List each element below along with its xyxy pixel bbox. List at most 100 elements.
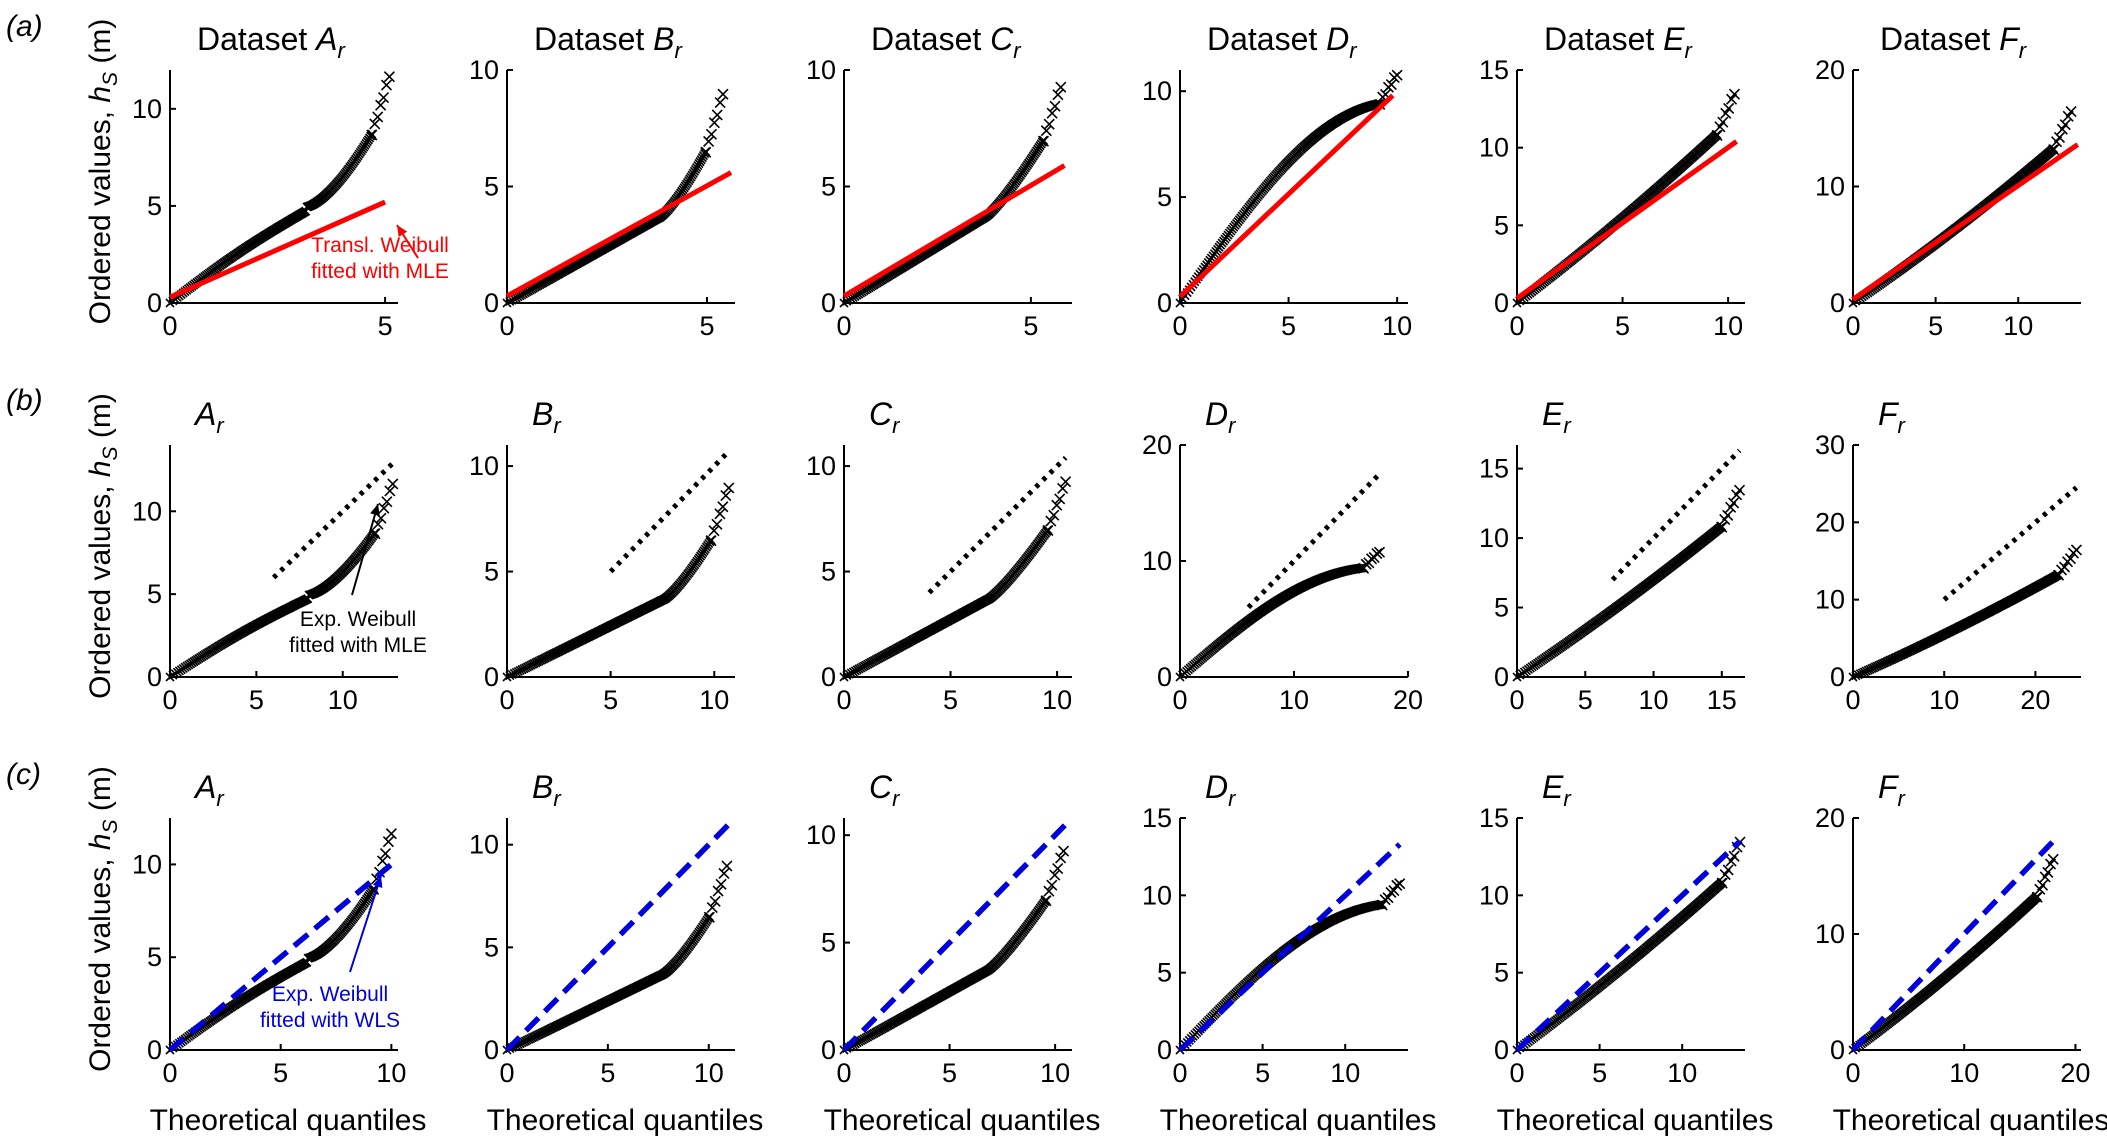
fit-line [271,461,395,580]
data-point-marker [712,885,724,897]
y-tick-label: 0 [1830,662,1845,692]
data-point-marker [1048,509,1060,521]
fit-line [608,449,731,574]
data-point-marker [1728,497,1740,509]
data-point-marker [1728,88,1741,100]
y-tick-label: 10 [132,94,162,124]
data-point-marker [708,525,720,537]
data-point-marker [2047,853,2059,865]
y-tick-label: 0 [484,288,499,318]
panel-a-2: 0 5 10 0 5 Dataset Br [469,21,735,341]
annotation-text: Transl. Weibull fitted with MLE [311,234,449,283]
x-tick-label: 15 [1707,685,1737,715]
y-tick-label: 10 [1142,546,1172,576]
panel-c-2: 0 5 10 0 5 10 Br [469,769,735,1088]
title-subscript: r [1563,786,1572,811]
fit-line [1178,842,1402,1053]
y-tick-label: 10 [1815,172,1845,202]
data-point-marker [1051,499,1063,511]
y-tick-label: 10 [806,55,836,85]
panel-title: Fr [1878,396,1907,438]
data-point-marker [1057,482,1069,494]
fit-line [1610,448,1742,582]
x-tick-label: 0 [162,685,177,715]
data-point-marker [1711,129,1723,141]
data-point-marker [1045,515,1057,527]
fit-line [168,199,387,300]
data-point-marker [1382,892,1394,904]
x-tick-label: 5 [1255,1058,1270,1088]
y-tick-label: 0 [1494,1035,1509,1065]
fit-line [505,170,733,299]
data-point-marker [1716,521,1728,533]
y-tick-label: 5 [484,932,499,962]
y-tick-label: 0 [1494,662,1509,692]
x-tick-label: 0 [1509,685,1524,715]
panel-title: Dataset Dr [1207,21,1358,63]
x-tick-label: 0 [1172,311,1187,341]
data-point-marker [1046,879,1058,891]
data-point-marker [1052,89,1064,101]
panel-b-5: 0 5 10 15 0 5 10 15 Er [1479,396,1746,715]
title-letter: E [1542,396,1564,432]
x-tick-label: 10 [376,1058,406,1088]
title-subscript: r [1013,38,1022,63]
y-tick-label: 20 [1815,803,1845,833]
annotation-arrowhead-icon [372,876,383,889]
data-point-marker [369,118,381,130]
x-tick-label: 20 [2060,1058,2090,1088]
x-tick-label: 5 [603,685,618,715]
title-subscript: r [2019,38,2028,63]
y-tick-label: 0 [1157,288,1172,318]
data-point-marker [383,71,395,83]
panel-a-4: 0 5 10 0 5 10 Dataset Dr [1142,21,1412,341]
x-tick-label: 10 [1929,685,1959,715]
y-tick-label: 0 [1157,1035,1172,1065]
x-tick-label: 5 [1928,311,1943,341]
panel-b-1: 0 5 10 0 5 10 Ar [132,396,399,715]
title-subscript: r [1898,786,1907,811]
panel-title: Dr [1205,769,1237,811]
panel-a-3: 0 5 10 0 5 Dataset Cr [806,21,1072,341]
data-point-marker [382,836,394,848]
data-markers [1512,484,1746,682]
x-tick-label: 0 [499,1058,514,1088]
data-point-marker [1373,546,1386,558]
x-tick-label: 5 [273,1058,288,1088]
annotation-text: Exp. Weibull fitted with MLE [289,608,427,657]
panel-title: Dataset Ar [197,21,347,63]
data-point-marker [375,99,387,111]
x-axis-label-6: Theoretical quantiles [1833,1104,2107,1137]
data-point-marker [705,128,718,140]
data-point-marker [717,88,729,100]
data-markers [839,845,1070,1055]
title-prefix: Dataset [871,21,990,57]
panel-title: Br [532,769,562,811]
y-tick-label: 0 [821,288,836,318]
data-point-marker [385,828,397,840]
data-point-marker [380,79,393,91]
panel-title: Dataset Br [534,21,684,63]
data-point-marker [2058,561,2071,573]
y-tick-label: 5 [821,172,836,202]
title-subscript: r [1228,786,1237,811]
y-axis-label-c: Ordered values, hS (m) [84,766,122,1072]
title-subscript: r [338,38,347,63]
y-tick-label: 5 [484,172,499,202]
data-point-marker [708,117,720,129]
x-tick-label: 5 [1281,311,1296,341]
x-tick-label: 5 [378,311,393,341]
fit-line [842,822,1068,1052]
panels: 0 5 10 0 5 Dataset Ar 0 5 10 0 5 Dataset Br 0 5 10 0 5 Da… [132,21,2091,1088]
y-tick-label: 15 [1142,803,1172,833]
data-point-marker [718,867,730,879]
data-point-marker [1722,509,1734,521]
x-tick-label: 0 [1509,311,1524,341]
data-point-marker [720,490,732,502]
title-subscript: r [892,413,901,438]
annotations: Transl. Weibull fitted with MLE Exp. Weibu… [260,224,449,1032]
data-point-marker [1848,672,1858,682]
x-tick-label: 5 [1578,685,1593,715]
data-point-marker [1049,100,1061,112]
x-tick-label: 5 [943,685,958,715]
